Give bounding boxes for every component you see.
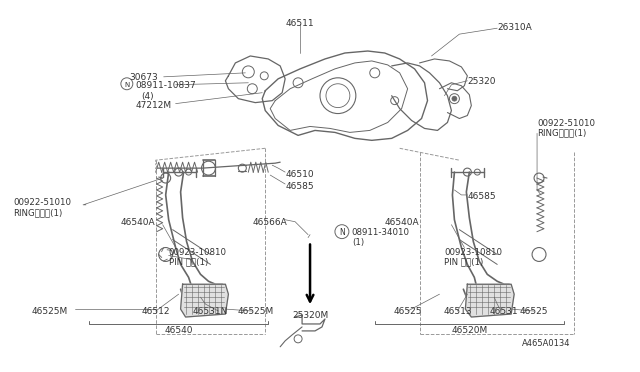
Text: PIN ピン(1): PIN ピン(1) — [169, 257, 208, 266]
Text: PIN ピン(1): PIN ピン(1) — [444, 257, 484, 266]
Polygon shape — [465, 284, 514, 317]
Text: 46513: 46513 — [443, 307, 472, 316]
Text: A465A0134: A465A0134 — [522, 339, 571, 348]
Text: 26310A: 26310A — [497, 23, 532, 32]
Text: 47212M: 47212M — [136, 101, 172, 110]
Text: 46525M: 46525M — [237, 307, 273, 316]
Text: 46525: 46525 — [394, 307, 422, 316]
Text: 00923-10810: 00923-10810 — [444, 247, 502, 257]
Text: 25320: 25320 — [467, 77, 496, 86]
Text: 00922-51010: 00922-51010 — [13, 198, 71, 207]
Text: 46525M: 46525M — [31, 307, 67, 316]
Text: 46585: 46585 — [467, 192, 496, 201]
Circle shape — [452, 96, 457, 101]
Text: 46566A: 46566A — [252, 218, 287, 227]
Text: 46512: 46512 — [141, 307, 170, 316]
Text: N: N — [124, 82, 129, 88]
Text: 46585: 46585 — [285, 182, 314, 191]
Text: 46531: 46531 — [490, 307, 518, 316]
Text: 25320M: 25320M — [292, 311, 328, 320]
Text: 46540A: 46540A — [121, 218, 156, 227]
Text: (4): (4) — [141, 92, 154, 101]
Text: 08911-10837: 08911-10837 — [136, 81, 196, 90]
Text: RINGリング(1): RINGリング(1) — [13, 208, 63, 217]
Text: 00922-51010: 00922-51010 — [537, 119, 595, 128]
Text: 46540A: 46540A — [385, 218, 420, 227]
Text: 46511: 46511 — [286, 19, 314, 28]
Text: N: N — [339, 228, 345, 237]
Text: 08911-34010: 08911-34010 — [352, 228, 410, 237]
Text: 30673: 30673 — [129, 73, 157, 82]
Text: 00923-10810: 00923-10810 — [169, 247, 227, 257]
Text: RINGリング(1): RINGリング(1) — [537, 128, 586, 137]
Text: 46531N: 46531N — [193, 307, 228, 316]
Text: 46520M: 46520M — [451, 326, 488, 335]
Text: (1): (1) — [352, 238, 364, 247]
Text: 46525: 46525 — [520, 307, 548, 316]
Text: 46540: 46540 — [164, 326, 193, 335]
Polygon shape — [180, 284, 228, 317]
Text: 46510: 46510 — [285, 170, 314, 179]
